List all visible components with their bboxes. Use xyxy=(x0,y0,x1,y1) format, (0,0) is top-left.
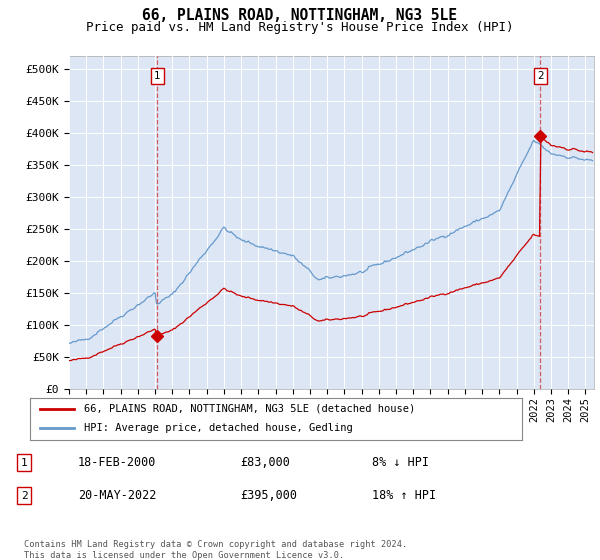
Text: 66, PLAINS ROAD, NOTTINGHAM, NG3 5LE: 66, PLAINS ROAD, NOTTINGHAM, NG3 5LE xyxy=(143,8,458,24)
Text: Contains HM Land Registry data © Crown copyright and database right 2024.
This d: Contains HM Land Registry data © Crown c… xyxy=(24,540,407,560)
Text: 2: 2 xyxy=(537,71,544,81)
Text: HPI: Average price, detached house, Gedling: HPI: Average price, detached house, Gedl… xyxy=(84,423,353,433)
Text: 2: 2 xyxy=(20,491,28,501)
Text: £395,000: £395,000 xyxy=(240,489,297,502)
Text: 1: 1 xyxy=(154,71,160,81)
Text: 18% ↑ HPI: 18% ↑ HPI xyxy=(372,489,436,502)
Text: 1: 1 xyxy=(20,458,28,468)
Text: 20-MAY-2022: 20-MAY-2022 xyxy=(78,489,157,502)
Text: £83,000: £83,000 xyxy=(240,456,290,469)
Text: 66, PLAINS ROAD, NOTTINGHAM, NG3 5LE (detached house): 66, PLAINS ROAD, NOTTINGHAM, NG3 5LE (de… xyxy=(84,404,415,414)
Text: 18-FEB-2000: 18-FEB-2000 xyxy=(78,456,157,469)
Text: 8% ↓ HPI: 8% ↓ HPI xyxy=(372,456,429,469)
Text: Price paid vs. HM Land Registry's House Price Index (HPI): Price paid vs. HM Land Registry's House … xyxy=(86,21,514,34)
